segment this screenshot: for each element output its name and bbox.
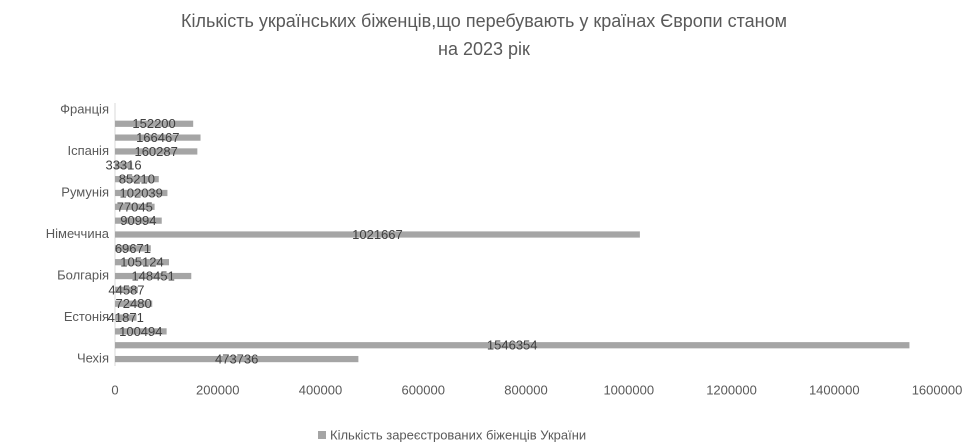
bar xyxy=(115,272,192,280)
bar xyxy=(115,342,910,349)
x-tick-label: 1400000 xyxy=(809,382,860,397)
y-tick-label: Франція xyxy=(60,101,109,116)
bar xyxy=(115,203,155,210)
bar xyxy=(115,162,133,169)
bar xyxy=(115,148,198,155)
bar xyxy=(115,120,194,127)
y-tick-label: Чехія xyxy=(77,351,109,366)
bar xyxy=(115,245,151,252)
value-label: 100494 xyxy=(119,324,162,339)
value-label: 152200 xyxy=(132,116,175,131)
value-label: 1021667 xyxy=(352,227,403,242)
x-tick-label: 600000 xyxy=(402,382,445,397)
value-label: 72480 xyxy=(116,296,152,311)
value-label: 85210 xyxy=(119,172,155,187)
value-label: 102039 xyxy=(120,185,163,200)
bar xyxy=(115,259,170,266)
bar xyxy=(115,328,167,335)
value-label: 69671 xyxy=(115,241,151,256)
bar xyxy=(115,231,640,238)
chart-title: Кількість українських біженців,що перебу… xyxy=(181,11,787,31)
x-tick-label: 0 xyxy=(111,382,118,397)
value-label: 160287 xyxy=(134,144,177,159)
x-tick-label: 800000 xyxy=(504,382,547,397)
bar xyxy=(115,355,359,363)
bar xyxy=(115,314,137,321)
bar xyxy=(115,217,162,224)
x-tick-label: 400000 xyxy=(299,382,342,397)
bar xyxy=(115,134,201,141)
value-label: 33316 xyxy=(105,158,141,173)
value-label: 41871 xyxy=(108,310,144,325)
y-tick-label: Німеччина xyxy=(46,226,110,241)
legend-swatch xyxy=(318,431,326,439)
bar xyxy=(115,286,138,293)
legend-label: Кількість зареєстрованих біженців Україн… xyxy=(330,427,586,442)
x-tick-label: 200000 xyxy=(196,382,239,397)
y-tick-label: Естонія xyxy=(64,309,109,324)
value-label: 1546354 xyxy=(487,338,538,353)
y-tick-label: Болгарія xyxy=(57,267,109,282)
value-label: 148451 xyxy=(131,268,174,283)
value-label: 90994 xyxy=(120,213,156,228)
bar xyxy=(115,189,168,197)
value-label: 166467 xyxy=(136,130,179,145)
x-tick-label: 1000000 xyxy=(603,382,654,397)
y-tick-label: Румунія xyxy=(61,184,109,199)
value-label: 44587 xyxy=(108,282,144,297)
chart-title: на 2023 рік xyxy=(438,39,530,59)
bar xyxy=(115,176,159,183)
value-label: 105124 xyxy=(120,255,163,270)
bar xyxy=(115,300,153,307)
value-label: 77045 xyxy=(117,199,153,214)
y-tick-label: Іспанія xyxy=(68,143,110,158)
x-tick-label: 1200000 xyxy=(706,382,757,397)
x-tick-label: 1600000 xyxy=(912,382,963,397)
value-label: 473736 xyxy=(215,352,258,367)
